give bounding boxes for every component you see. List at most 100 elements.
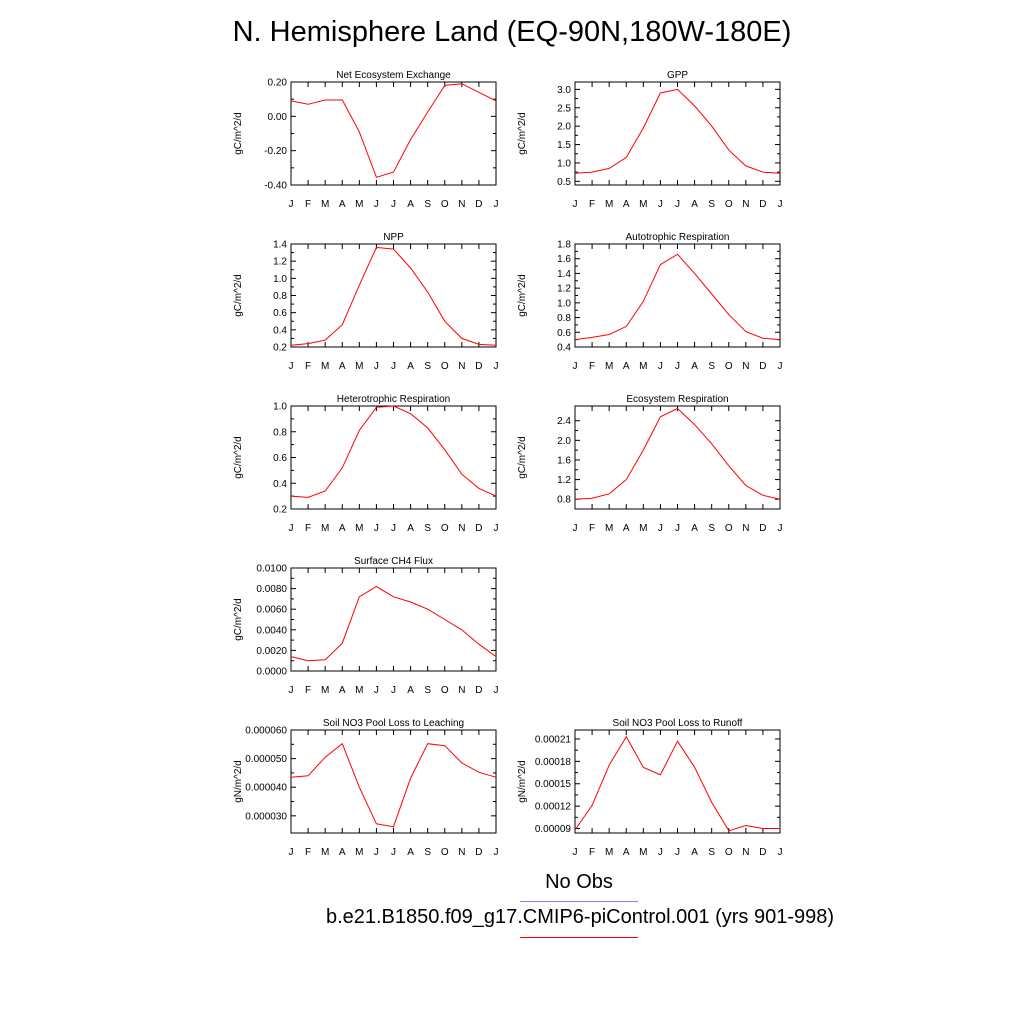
x-tick-label: M xyxy=(355,685,363,696)
x-tick-label: A xyxy=(339,847,346,858)
y-tick-label: 1.2 xyxy=(557,284,571,295)
x-tick-label: M xyxy=(355,847,363,858)
x-tick-label: A xyxy=(691,847,698,858)
y-tick-label: 2.4 xyxy=(557,416,571,427)
x-tick-label: N xyxy=(742,199,749,210)
x-tick-label: M xyxy=(321,523,329,534)
series-line xyxy=(290,83,497,178)
y-tick-label: 0.00021 xyxy=(535,734,572,745)
x-tick-label: O xyxy=(725,847,733,858)
x-tick-label: J xyxy=(675,847,680,858)
y-tick-label: 0.00 xyxy=(268,112,288,123)
y-tick-label: 3.0 xyxy=(557,85,571,96)
x-tick-label: M xyxy=(639,523,647,534)
y-tick-label: 1.6 xyxy=(557,455,571,466)
y-axis-label: gN/m^2/d xyxy=(233,760,244,803)
y-tick-label: 0.8 xyxy=(273,291,287,302)
y-axis-label: gN/m^2/d xyxy=(517,760,528,803)
x-tick-label: D xyxy=(759,847,766,858)
x-tick-label: F xyxy=(589,523,595,534)
x-tick-label: J xyxy=(374,847,379,858)
x-tick-label: O xyxy=(441,685,449,696)
x-tick-label: M xyxy=(321,199,329,210)
y-tick-label: 0.0020 xyxy=(256,646,287,657)
x-tick-label: F xyxy=(589,847,595,858)
y-tick-label: 0.00009 xyxy=(535,824,572,835)
y-tick-label: 0.8 xyxy=(273,427,287,438)
x-tick-label: O xyxy=(441,523,449,534)
x-tick-label: A xyxy=(407,361,414,372)
x-tick-label: M xyxy=(321,361,329,372)
x-tick-label: J xyxy=(391,523,396,534)
chart-panel-8: Soil NO3 Pool Loss to LeachinggN/m^2/d0.… xyxy=(233,718,499,858)
x-tick-label: A xyxy=(691,361,698,372)
panel-title: Autotrophic Respiration xyxy=(626,232,730,243)
y-tick-label: 1.0 xyxy=(273,274,287,285)
panel-title: Surface CH4 Flux xyxy=(354,556,433,567)
y-tick-label: 1.8 xyxy=(557,240,571,251)
series-line xyxy=(290,742,497,828)
x-tick-label: A xyxy=(339,361,346,372)
x-tick-label: J xyxy=(494,847,499,858)
x-tick-label: A xyxy=(623,361,630,372)
x-tick-label: O xyxy=(725,361,733,372)
x-tick-label: S xyxy=(424,685,431,696)
y-tick-label: 2.0 xyxy=(557,122,571,133)
x-tick-label: J xyxy=(374,685,379,696)
panel-title: GPP xyxy=(667,70,688,81)
panel-title: Heterotrophic Respiration xyxy=(337,394,450,405)
x-tick-label: A xyxy=(623,523,630,534)
x-tick-label: J xyxy=(573,199,578,210)
y-tick-label: 0.4 xyxy=(273,325,287,336)
panel-title: Net Ecosystem Exchange xyxy=(336,70,451,81)
plot-frame xyxy=(290,567,497,672)
x-tick-label: D xyxy=(475,523,482,534)
y-tick-label: 0.2 xyxy=(273,505,287,516)
y-tick-label: 0.0100 xyxy=(256,564,287,575)
x-tick-label: F xyxy=(305,361,311,372)
x-tick-label: J xyxy=(573,361,578,372)
series-line xyxy=(574,253,781,341)
x-tick-label: A xyxy=(407,523,414,534)
x-tick-label: N xyxy=(458,199,465,210)
y-tick-label: 0.000030 xyxy=(245,811,287,822)
x-tick-label: S xyxy=(424,523,431,534)
y-tick-label: 0.00018 xyxy=(535,757,572,768)
x-tick-label: S xyxy=(424,847,431,858)
x-tick-label: J xyxy=(778,523,783,534)
x-tick-label: M xyxy=(355,199,363,210)
y-tick-label: 1.0 xyxy=(557,158,571,169)
x-tick-label: J xyxy=(494,523,499,534)
series-line xyxy=(574,735,780,832)
x-tick-label: O xyxy=(441,847,449,858)
plot-frame xyxy=(290,729,497,834)
x-tick-label: N xyxy=(742,523,749,534)
x-tick-label: S xyxy=(708,199,715,210)
x-tick-label: N xyxy=(458,361,465,372)
x-tick-label: D xyxy=(475,361,482,372)
x-tick-label: O xyxy=(725,199,733,210)
x-tick-label: D xyxy=(475,685,482,696)
y-axis-label: gC/m^2/d xyxy=(517,274,528,317)
x-tick-label: J xyxy=(289,847,294,858)
panel-title: Soil NO3 Pool Loss to Runoff xyxy=(613,718,743,729)
y-tick-label: 1.4 xyxy=(273,240,287,251)
x-tick-label: J xyxy=(658,847,663,858)
y-tick-label: 0.2 xyxy=(273,343,287,354)
x-tick-label: D xyxy=(475,199,482,210)
x-tick-label: O xyxy=(441,199,449,210)
y-tick-label: 1.4 xyxy=(557,269,571,280)
x-tick-label: S xyxy=(424,199,431,210)
x-tick-label: A xyxy=(339,523,346,534)
chart-panel-6: Ecosystem Respiration gC/m^2/d 0.8 1.2 1.6 2.… xyxy=(517,394,783,534)
x-tick-label: N xyxy=(458,685,465,696)
series-line xyxy=(290,585,497,662)
x-tick-label: A xyxy=(339,199,346,210)
x-tick-label: M xyxy=(639,361,647,372)
x-tick-label: J xyxy=(289,523,294,534)
x-tick-label: J xyxy=(675,199,680,210)
x-tick-label: J xyxy=(658,199,663,210)
x-tick-label: J xyxy=(391,685,396,696)
